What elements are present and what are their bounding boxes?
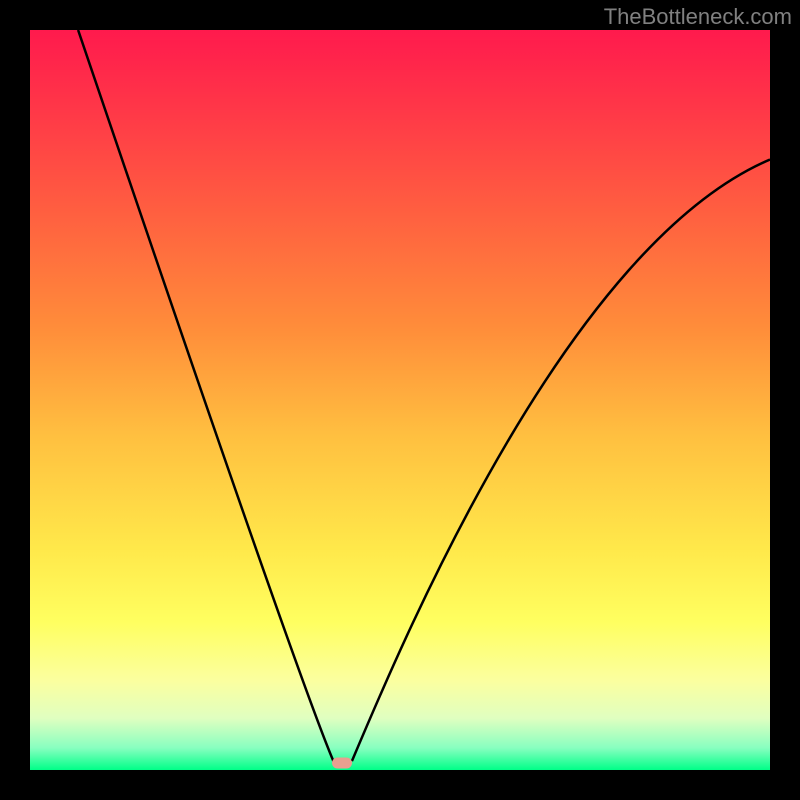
bottleneck-curve [30, 30, 770, 770]
curve-right-branch [352, 160, 770, 762]
optimal-marker [332, 757, 352, 768]
bottleneck-chart: TheBottleneck.com [0, 0, 800, 800]
curve-left-branch [78, 30, 333, 761]
plot-area [30, 30, 770, 770]
watermark-text: TheBottleneck.com [604, 4, 792, 30]
